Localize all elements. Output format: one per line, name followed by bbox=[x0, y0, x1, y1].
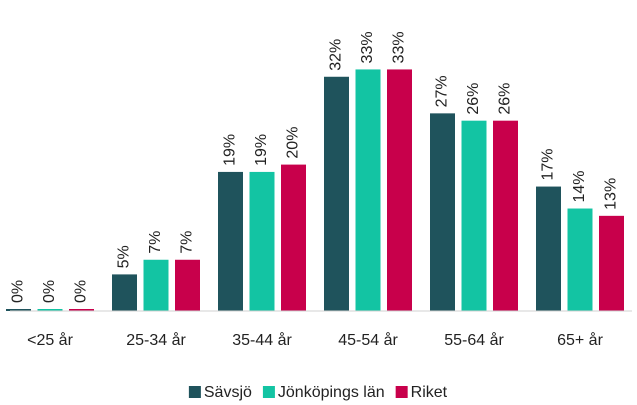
legend-swatch bbox=[188, 386, 201, 398]
bar bbox=[281, 164, 306, 311]
bar bbox=[355, 69, 381, 311]
legend-swatch bbox=[395, 386, 408, 398]
bar bbox=[567, 208, 593, 311]
legend-label: Sävsjö bbox=[204, 384, 252, 401]
data-label: 20% bbox=[285, 127, 302, 159]
data-label: 5% bbox=[116, 245, 133, 268]
data-label: 7% bbox=[179, 231, 196, 254]
data-label: 0% bbox=[73, 280, 90, 303]
bar bbox=[112, 274, 137, 311]
data-label: 14% bbox=[571, 170, 588, 202]
x-tick-label: 45-54 år bbox=[338, 331, 398, 349]
x-tick-label: 65+ år bbox=[557, 331, 603, 349]
bar bbox=[218, 171, 243, 311]
data-label: 32% bbox=[328, 39, 345, 71]
bar bbox=[324, 76, 349, 311]
data-label: 19% bbox=[253, 134, 270, 166]
data-label: 33% bbox=[391, 31, 408, 63]
legend-swatch bbox=[262, 386, 275, 398]
bar bbox=[143, 259, 169, 311]
bar bbox=[536, 186, 561, 311]
bar bbox=[69, 309, 94, 311]
bar bbox=[37, 309, 63, 311]
legend-label: Riket bbox=[411, 384, 448, 401]
bar bbox=[461, 120, 487, 312]
bar bbox=[430, 113, 455, 311]
data-label: 0% bbox=[10, 280, 27, 303]
data-label: 0% bbox=[41, 280, 58, 303]
data-label: 26% bbox=[465, 83, 482, 115]
x-tick-label: 35-44 år bbox=[232, 331, 292, 349]
bar bbox=[249, 171, 275, 311]
bar bbox=[493, 120, 518, 312]
x-tick-label: <25 år bbox=[27, 331, 73, 349]
data-label: 13% bbox=[603, 178, 620, 210]
bar bbox=[6, 309, 31, 311]
data-label: 27% bbox=[434, 75, 451, 107]
bar bbox=[175, 259, 200, 311]
data-label: 7% bbox=[147, 231, 164, 254]
data-label: 26% bbox=[497, 83, 514, 115]
x-tick-label: 25-34 år bbox=[126, 331, 186, 349]
data-label: 19% bbox=[222, 134, 239, 166]
data-label: 33% bbox=[359, 31, 376, 63]
legend-label: Jönköpings län bbox=[278, 384, 385, 401]
x-tick-label: 55-64 år bbox=[444, 331, 504, 349]
data-label: 17% bbox=[540, 149, 557, 181]
bar bbox=[599, 215, 624, 311]
bar bbox=[387, 69, 412, 311]
